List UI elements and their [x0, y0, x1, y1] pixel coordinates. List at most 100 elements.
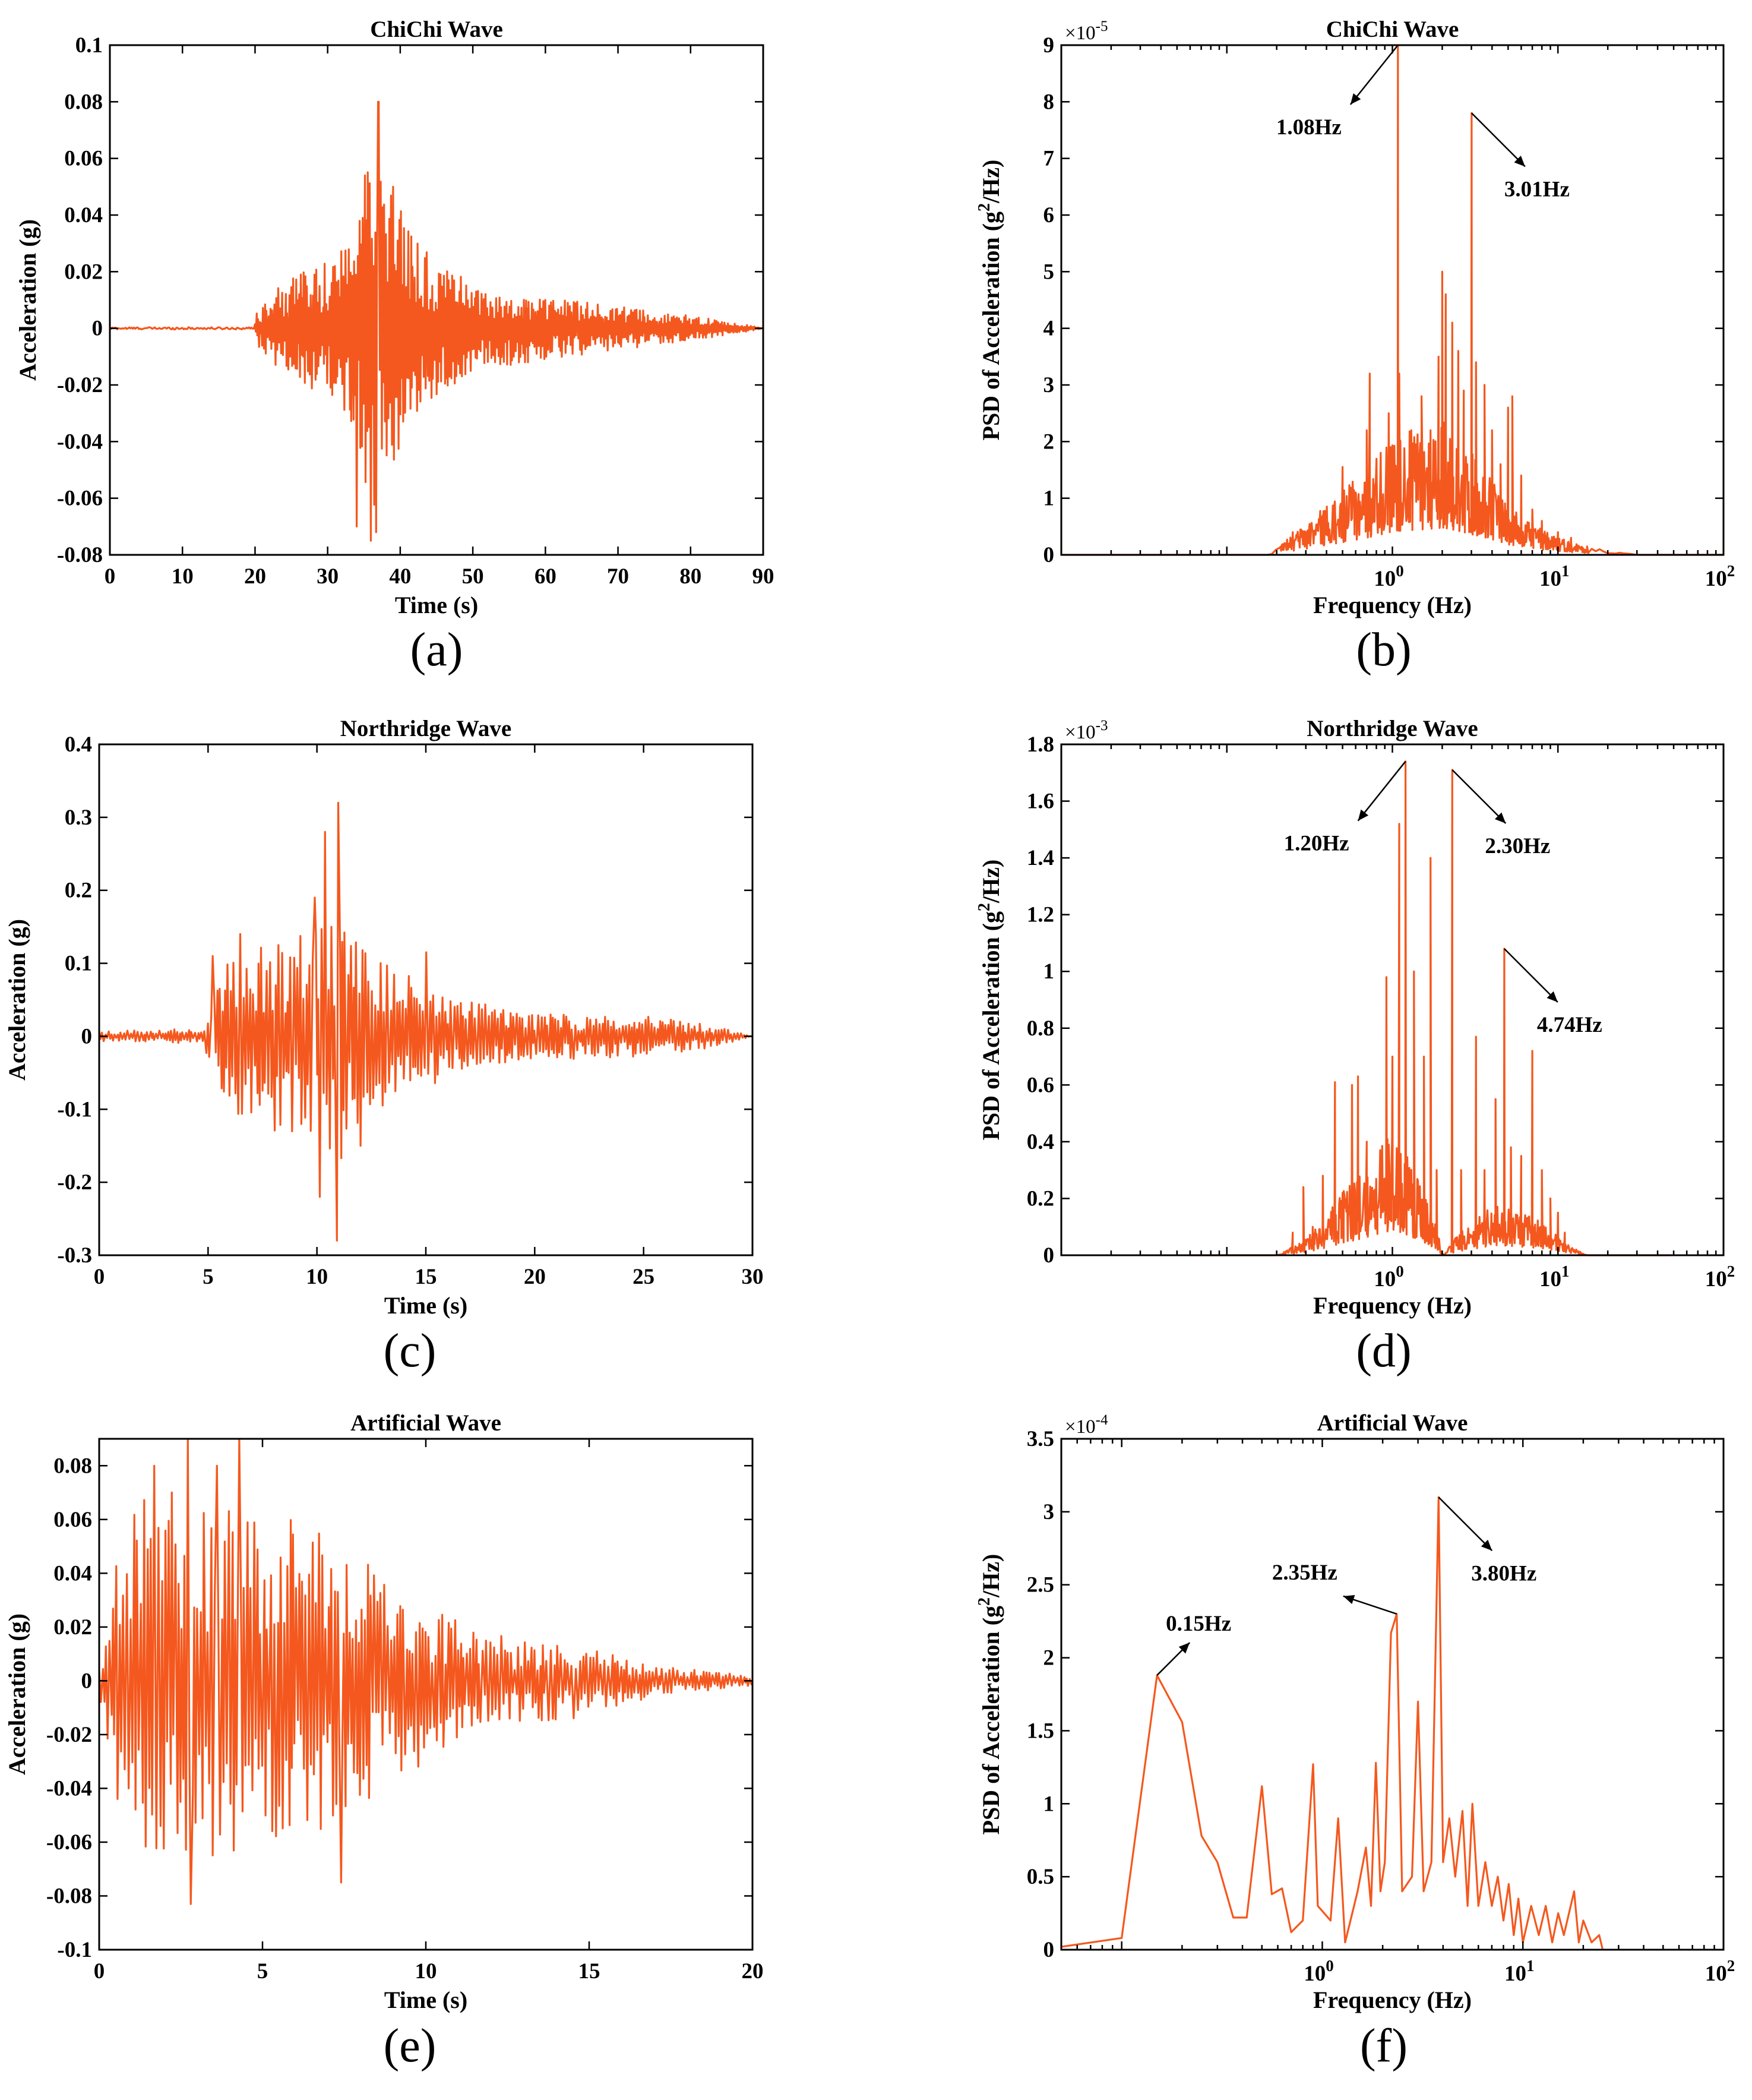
x-axis-label: Frequency (Hz)	[1313, 1987, 1472, 2013]
y-tick-label: 0	[92, 317, 103, 341]
y-tick-label: -0.02	[57, 373, 103, 397]
y-tick-label: 1.4	[1027, 846, 1054, 870]
x-tick-label: 102	[1705, 1262, 1735, 1291]
series-line-e	[99, 1438, 752, 1905]
y-tick-label: -0.04	[46, 1776, 92, 1801]
y-tick-label: 1	[1043, 487, 1055, 511]
y-tick-label: 0.02	[64, 260, 103, 284]
y-axis-label: Acceleration (g)	[4, 1613, 30, 1775]
y-tick-label: 7	[1043, 147, 1055, 171]
y-scale-exponent: ×10-3	[1065, 718, 1108, 743]
x-tick-label: 60	[535, 564, 556, 589]
subfigure-label: (d)	[1356, 1325, 1411, 1377]
x-tick-label: 40	[389, 564, 411, 589]
panel-d: 0 0.2 0.4 0.6 0.8 1 1.2 1.4 1.6 1.8 100 101 102 ×10-3…	[975, 716, 1735, 1377]
y-tick-label: 0.8	[1027, 1016, 1054, 1041]
chart-title: Northridge Wave	[340, 716, 512, 741]
y-tick-label: 0.04	[53, 1561, 92, 1586]
y-tick-label: 0.4	[1027, 1130, 1054, 1154]
y-tick-label: -0.04	[57, 430, 103, 454]
annotation-label: 3.01Hz	[1504, 177, 1570, 201]
chart-title: ChiChi Wave	[370, 17, 503, 42]
y-tick-label: 0	[1043, 1938, 1055, 1962]
x-tick-label: 100	[1374, 562, 1404, 591]
y-tick-label: 0.04	[64, 203, 103, 228]
x-tick-label: 101	[1539, 1262, 1570, 1291]
panel-a: -0.08 -0.06 -0.04 -0.02 0 0.02 0.04 0.06 0.08 0.1…	[14, 17, 774, 676]
y-tick-label: 6	[1043, 203, 1055, 228]
panel-b: 0 1 2 3 4 5 6 7 8 9 100 101 102 ×10-5 ChiChi Wave Frequ…	[975, 17, 1735, 676]
y-tick-label: 1.2	[1027, 903, 1054, 927]
y-tick-label: 0	[81, 1669, 93, 1693]
subfigure-label: (e)	[384, 2020, 437, 2072]
y-tick-label: -0.1	[57, 1938, 92, 1962]
annotation-label: 2.35Hz	[1272, 1561, 1337, 1585]
annotation-arrow	[1438, 1496, 1493, 1552]
y-tick-label: 1	[1043, 1792, 1055, 1816]
x-axis-label: Time (s)	[384, 1987, 467, 2013]
panel-e: -0.1 -0.08 -0.06 -0.04 -0.02 0 0.02 0.04 0.06 0.0…	[4, 1410, 764, 2072]
series-line-f	[1061, 1496, 1604, 1950]
y-tick-label: 0.1	[75, 33, 103, 58]
y-scale-exponent: ×10-5	[1065, 18, 1108, 44]
x-axis-label: Frequency (Hz)	[1313, 592, 1472, 618]
y-tick-label: 0.08	[64, 90, 103, 114]
x-tick-label: 20	[524, 1265, 546, 1289]
series-line-a	[110, 100, 763, 542]
plot-frame-a	[109, 44, 764, 556]
x-tick-label: 100	[1304, 1957, 1334, 1986]
x-tick-label: 90	[752, 564, 774, 589]
y-tick-label: 1.8	[1027, 732, 1054, 757]
annotation-arrow	[1503, 948, 1558, 1003]
annotation-label: 1.08Hz	[1276, 115, 1342, 140]
y-tick-label: 4	[1043, 317, 1055, 341]
y-tick-label: 3	[1043, 373, 1055, 397]
y-tick-label: -0.08	[46, 1884, 92, 1908]
y-tick-label: 0.1	[65, 952, 92, 976]
x-tick-label: 101	[1539, 562, 1570, 591]
chart-title: Northridge Wave	[1307, 716, 1478, 741]
y-tick-label: 1.5	[1027, 1719, 1054, 1743]
y-tick-label: 0.02	[53, 1615, 92, 1640]
y-axis-label: Acceleration (g)	[4, 919, 30, 1081]
annotation-arrow	[1357, 760, 1406, 822]
x-axis-label: Frequency (Hz)	[1313, 1292, 1472, 1319]
y-tick-label: 0.08	[53, 1454, 92, 1478]
annotation-arrow	[1349, 45, 1399, 105]
y-tick-label: 0.6	[1027, 1073, 1054, 1097]
y-tick-label: 2	[1043, 1646, 1055, 1670]
annotation-arrowhead	[1494, 812, 1506, 823]
series-line-c	[99, 801, 752, 1242]
x-tick-label: 80	[679, 564, 701, 589]
y-tick-label: 0.5	[1027, 1865, 1054, 1889]
y-tick-label: 1.6	[1027, 790, 1054, 814]
x-tick-label: 101	[1504, 1957, 1535, 1986]
x-tick-label: 30	[317, 564, 339, 589]
x-tick-label: 15	[415, 1265, 437, 1289]
annotation-label: 4.74Hz	[1537, 1013, 1602, 1037]
x-tick-label: 10	[172, 564, 194, 589]
y-tick-label: -0.06	[57, 487, 103, 511]
subfigure-label: (c)	[384, 1325, 437, 1377]
x-tick-label: 15	[578, 1959, 600, 1984]
y-tick-label: 3.5	[1027, 1427, 1054, 1451]
y-tick-label: 5	[1043, 260, 1055, 284]
x-tick-label: 0	[94, 1959, 105, 1984]
y-tick-label: -0.02	[46, 1723, 92, 1747]
y-tick-label: -0.2	[57, 1170, 92, 1195]
x-tick-label: 102	[1705, 1957, 1735, 1986]
y-tick-label: 1	[1043, 959, 1055, 984]
y-tick-label: 0	[1043, 1243, 1055, 1268]
panel-f: 0 0.5 1 1.5 2 2.5 3 3.5 100 101 102 ×10-4 Artificial…	[975, 1410, 1735, 2072]
annotation-arrowhead	[1178, 1643, 1190, 1654]
x-tick-label: 5	[257, 1959, 268, 1984]
annotation-arrowhead	[1343, 1594, 1355, 1605]
y-axis-label: PSD of Acceleration (g2/Hz)	[975, 860, 1004, 1141]
x-tick-label: 10	[415, 1959, 437, 1984]
annotation-label: 1.20Hz	[1284, 832, 1349, 856]
x-tick-label: 70	[607, 564, 629, 589]
panel-c: -0.3 -0.2 -0.1 0 0.1 0.2 0.3 0.4 0 5 10 15 20 25 30 Nor…	[4, 716, 764, 1377]
y-tick-label: -0.1	[57, 1097, 92, 1122]
y-tick-label: 2.5	[1027, 1573, 1054, 1597]
